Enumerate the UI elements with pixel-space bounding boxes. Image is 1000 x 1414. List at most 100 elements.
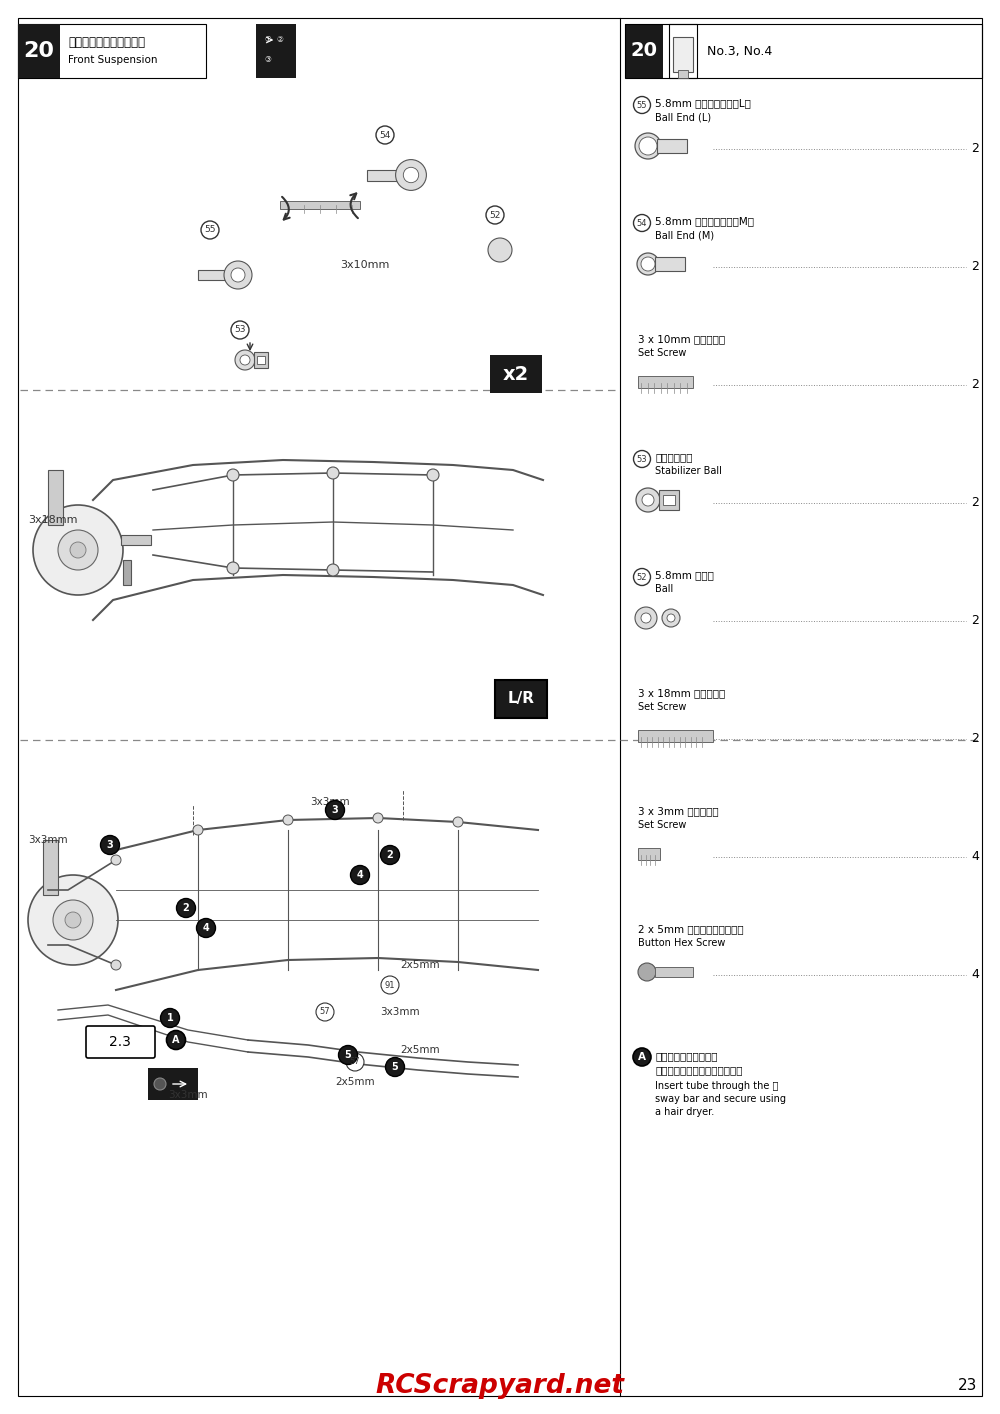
- Text: A: A: [638, 1052, 646, 1062]
- Text: 4: 4: [971, 850, 979, 864]
- Circle shape: [327, 564, 339, 575]
- Text: 2: 2: [971, 143, 979, 156]
- Text: フロントサスペンション: フロントサスペンション: [68, 35, 145, 48]
- Text: RCScrapyard.net: RCScrapyard.net: [376, 1373, 624, 1398]
- Bar: [148, 1068, 198, 1100]
- Text: チューブを⒑に通し、: チューブを⒑に通し、: [655, 1051, 718, 1060]
- Text: Front Suspension: Front Suspension: [68, 55, 158, 65]
- Text: 2: 2: [387, 850, 393, 860]
- Text: 3 x 18mm セットビス: 3 x 18mm セットビス: [638, 689, 725, 699]
- Text: 3: 3: [332, 805, 338, 814]
- Circle shape: [635, 607, 657, 629]
- Circle shape: [227, 561, 239, 574]
- Bar: [638, 730, 713, 742]
- Bar: [657, 139, 687, 153]
- Text: 2: 2: [183, 904, 189, 913]
- Bar: [678, 71, 688, 78]
- Bar: [655, 967, 693, 977]
- Text: Button Hex Screw: Button Hex Screw: [638, 937, 725, 947]
- Text: 2x5mm: 2x5mm: [400, 1045, 440, 1055]
- Text: 3 x 3mm セットビス: 3 x 3mm セットビス: [638, 806, 719, 816]
- Bar: [198, 270, 228, 280]
- Circle shape: [326, 800, 344, 820]
- Bar: [673, 37, 693, 72]
- Circle shape: [351, 865, 370, 885]
- Text: 5: 5: [392, 1062, 398, 1072]
- Circle shape: [231, 321, 249, 339]
- Text: a hair dryer.: a hair dryer.: [655, 1107, 714, 1117]
- Text: 2: 2: [971, 496, 979, 509]
- Text: 54: 54: [379, 130, 391, 140]
- Bar: [280, 201, 360, 209]
- Circle shape: [634, 568, 650, 585]
- Bar: [43, 840, 58, 895]
- Bar: [48, 469, 63, 525]
- Bar: [18, 24, 206, 78]
- Bar: [18, 24, 60, 78]
- Circle shape: [227, 469, 239, 481]
- Circle shape: [637, 253, 659, 274]
- Text: 20: 20: [631, 41, 658, 61]
- Text: 2: 2: [971, 260, 979, 273]
- Circle shape: [160, 1008, 180, 1028]
- Text: 5.8mm ボールエンド（L）: 5.8mm ボールエンド（L）: [655, 98, 751, 107]
- Circle shape: [403, 167, 419, 182]
- Circle shape: [58, 530, 98, 570]
- Circle shape: [338, 1045, 358, 1065]
- Text: 5.8mm ボール: 5.8mm ボール: [655, 570, 714, 580]
- Text: 53: 53: [637, 454, 647, 464]
- Text: Set Screw: Set Screw: [638, 701, 686, 713]
- Text: A: A: [172, 1035, 180, 1045]
- Text: Set Screw: Set Screw: [638, 820, 686, 830]
- Text: x2: x2: [503, 365, 529, 383]
- Circle shape: [224, 262, 252, 288]
- Circle shape: [634, 96, 650, 113]
- Text: L/R: L/R: [508, 691, 534, 707]
- Text: 3x3mm: 3x3mm: [380, 1007, 420, 1017]
- Circle shape: [100, 836, 120, 854]
- Bar: [121, 534, 151, 544]
- Bar: [669, 24, 697, 78]
- Circle shape: [235, 351, 255, 370]
- Text: No.3, No.4: No.3, No.4: [707, 44, 772, 58]
- Text: 54: 54: [637, 219, 647, 228]
- Text: Ball End (L): Ball End (L): [655, 112, 711, 122]
- Circle shape: [201, 221, 219, 239]
- Text: ①: ①: [264, 35, 271, 44]
- Text: 2: 2: [971, 615, 979, 628]
- Circle shape: [231, 269, 245, 281]
- Text: 4: 4: [357, 870, 363, 880]
- Text: 3: 3: [107, 840, 113, 850]
- Text: 55: 55: [204, 225, 216, 235]
- Circle shape: [196, 919, 216, 937]
- Circle shape: [283, 814, 293, 824]
- Circle shape: [240, 355, 250, 365]
- Text: 3x3mm: 3x3mm: [168, 1090, 208, 1100]
- Text: 52: 52: [637, 573, 647, 581]
- Bar: [655, 257, 685, 271]
- Text: 57: 57: [350, 1058, 360, 1066]
- Circle shape: [662, 609, 680, 626]
- Circle shape: [193, 824, 203, 836]
- Text: ドライヤーで暖めて固定する。: ドライヤーで暖めて固定する。: [655, 1065, 742, 1075]
- Circle shape: [396, 160, 426, 191]
- Circle shape: [641, 257, 655, 271]
- Text: 5: 5: [345, 1051, 351, 1060]
- Bar: [625, 24, 663, 78]
- Circle shape: [65, 912, 81, 928]
- Circle shape: [635, 133, 661, 158]
- Bar: [257, 356, 265, 363]
- Text: Set Screw: Set Screw: [638, 348, 686, 358]
- Circle shape: [346, 1053, 364, 1070]
- Bar: [625, 24, 982, 78]
- Circle shape: [638, 963, 656, 981]
- Circle shape: [636, 488, 660, 512]
- Text: sway bar and secure using: sway bar and secure using: [655, 1094, 786, 1104]
- Circle shape: [376, 126, 394, 144]
- Circle shape: [667, 614, 675, 622]
- Circle shape: [154, 1077, 166, 1090]
- FancyBboxPatch shape: [86, 1027, 155, 1058]
- Circle shape: [634, 215, 650, 232]
- Bar: [638, 376, 693, 387]
- Text: 23: 23: [958, 1379, 977, 1394]
